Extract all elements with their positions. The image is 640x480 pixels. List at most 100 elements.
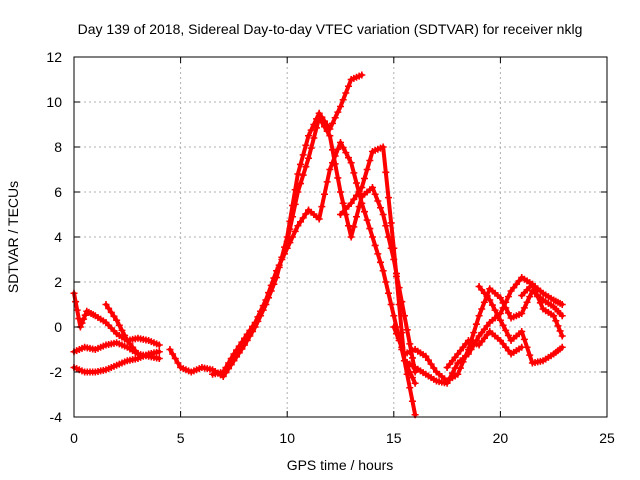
data-point xyxy=(294,222,302,230)
data-point xyxy=(558,312,566,320)
series-arc-1 xyxy=(70,289,163,349)
data-point xyxy=(350,169,358,177)
data-point xyxy=(241,334,249,342)
series-arc-3 xyxy=(70,348,163,376)
data-point xyxy=(371,190,379,198)
data-point xyxy=(118,326,126,334)
data-point xyxy=(155,355,163,362)
data-point xyxy=(265,289,273,297)
data-point xyxy=(387,219,395,227)
data-point xyxy=(387,301,395,308)
data-point xyxy=(464,350,472,358)
data-point xyxy=(424,356,432,364)
data-point xyxy=(398,329,406,337)
data-point xyxy=(406,340,414,348)
x-axis-label: GPS time / hours xyxy=(287,457,394,473)
data-point xyxy=(395,337,403,344)
series-arc-11 xyxy=(443,328,526,371)
data-point xyxy=(451,364,459,372)
data-point xyxy=(102,301,110,308)
data-point xyxy=(384,194,392,202)
data-point xyxy=(379,267,387,275)
data-point xyxy=(379,143,387,151)
data-point xyxy=(326,132,334,140)
data-point xyxy=(339,96,347,104)
data-point xyxy=(518,328,526,335)
data-point xyxy=(366,157,374,164)
data-point xyxy=(382,168,390,176)
data-point xyxy=(243,330,251,338)
data-point xyxy=(518,310,526,317)
data-point xyxy=(81,311,89,319)
data-point xyxy=(554,322,562,330)
data-point xyxy=(318,118,326,126)
data-point xyxy=(302,163,310,171)
data-point xyxy=(478,305,486,313)
y-tick-label: 6 xyxy=(54,184,62,200)
data-point xyxy=(321,190,329,198)
data-point xyxy=(315,215,323,223)
data-point xyxy=(352,191,360,199)
data-point xyxy=(390,323,398,331)
data-point xyxy=(166,346,174,353)
data-point xyxy=(286,225,294,233)
data-point xyxy=(254,313,262,321)
data-point xyxy=(536,299,544,307)
data-point xyxy=(337,188,344,196)
data-point xyxy=(302,210,310,218)
data-point xyxy=(305,132,313,140)
data-point xyxy=(520,304,528,312)
data-point xyxy=(392,330,400,338)
data-point xyxy=(406,384,414,392)
x-tick-label: 15 xyxy=(386,430,402,446)
x-tick-label: 5 xyxy=(177,430,185,446)
data-point xyxy=(313,124,321,132)
data-point xyxy=(297,218,305,226)
data-point xyxy=(390,244,398,252)
data-point xyxy=(408,374,416,382)
data-point xyxy=(499,321,507,329)
data-point xyxy=(502,326,510,334)
data-point xyxy=(291,200,299,208)
series-arc-8 xyxy=(337,143,419,419)
data-point xyxy=(398,343,406,351)
data-point xyxy=(299,171,307,179)
data-point xyxy=(259,302,267,310)
data-point xyxy=(281,250,289,258)
data-point xyxy=(334,174,342,182)
data-point xyxy=(392,272,400,280)
data-point xyxy=(307,126,315,134)
data-point xyxy=(344,82,352,90)
data-point xyxy=(235,342,243,350)
data-point xyxy=(334,108,342,116)
data-point xyxy=(430,364,438,372)
series-arc-5 xyxy=(166,71,366,380)
data-point xyxy=(446,374,454,382)
data-point xyxy=(486,296,494,304)
data-point xyxy=(550,312,558,320)
y-tick-label: -2 xyxy=(50,364,63,380)
data-point xyxy=(310,134,318,142)
data-point xyxy=(230,350,238,358)
data-point xyxy=(110,312,118,320)
data-series xyxy=(70,71,566,419)
data-point xyxy=(115,321,123,329)
data-point xyxy=(352,179,360,187)
data-point xyxy=(496,294,504,302)
data-point xyxy=(171,355,179,362)
y-tick-label: 8 xyxy=(54,139,62,155)
y-axis-label: SDTVAR / TECUs xyxy=(5,181,21,293)
data-point xyxy=(257,307,265,315)
data-point xyxy=(291,227,299,235)
data-point xyxy=(467,346,475,353)
data-point xyxy=(502,298,510,306)
data-point xyxy=(155,341,163,349)
data-point xyxy=(326,166,334,173)
data-point xyxy=(329,119,337,127)
data-point xyxy=(475,312,483,320)
data-point xyxy=(368,233,376,241)
y-tick-label: 10 xyxy=(46,94,62,110)
data-point xyxy=(523,298,531,306)
data-point xyxy=(403,326,411,334)
